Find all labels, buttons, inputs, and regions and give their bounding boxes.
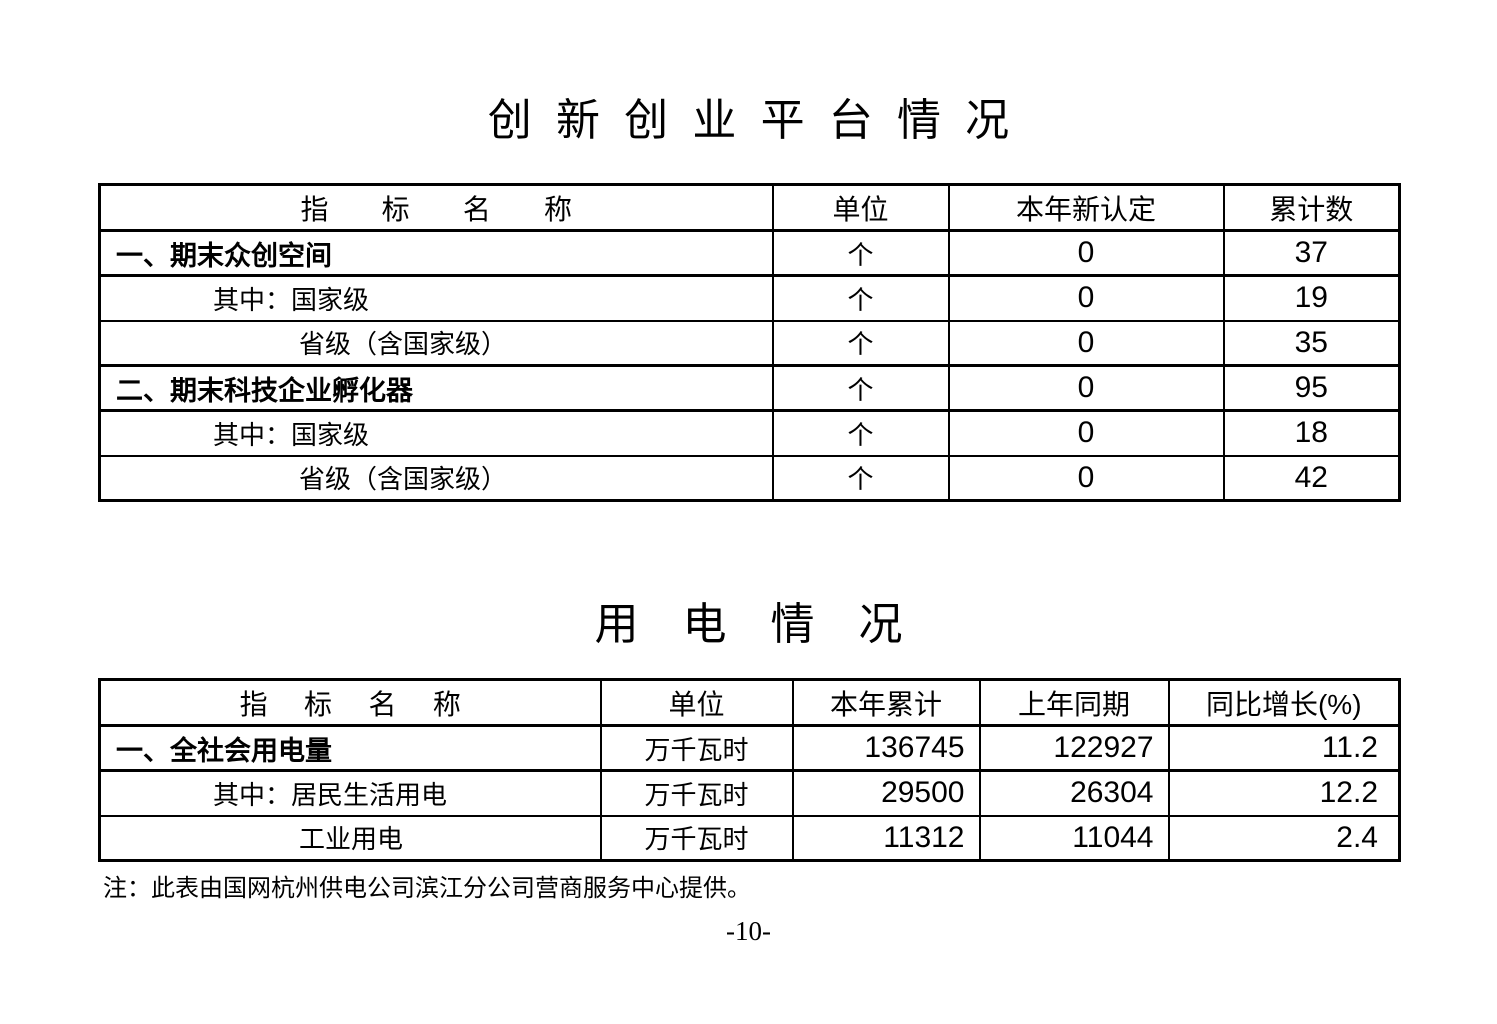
row-unit: 个 (771, 275, 950, 322)
row-label: 一、全社会用电量 (98, 725, 602, 772)
table1-row-incubator: 二、期末科技企业孵化器 个 0 95 (98, 365, 1401, 412)
row-unit: 个 (771, 365, 950, 412)
row-label: 其中：国家级 (98, 410, 774, 457)
electricity-usage-table: 指标名称 单位 本年累计 上年同期 同比增长(%) 一、全社会用电量 万千瓦时 … (98, 678, 1401, 862)
row-growth-value: 2.4 (1167, 815, 1401, 861)
row-current-value: 11312 (791, 815, 981, 861)
row-unit: 个 (771, 230, 950, 277)
table2-col-indicator: 指标名称 (98, 679, 602, 727)
row-cumulative-value: 37 (1222, 230, 1401, 277)
table2-row-industrial: 工业用电 万千瓦时 11312 11044 2.4 (98, 815, 1401, 861)
row-previous-value: 11044 (978, 815, 1170, 861)
row-unit: 个 (771, 455, 950, 501)
source-note: 注：此表由国网杭州供电公司滨江分公司营商服务中心提供。 (103, 876, 751, 902)
row-cumulative-value: 95 (1222, 365, 1401, 412)
row-growth-value: 12.2 (1167, 770, 1401, 817)
table2-col-current: 本年累计 (791, 679, 981, 727)
innovation-platform-title: 创新创业平台情况 (487, 96, 1034, 145)
innovation-platform-table: 指标名称 单位 本年新认定 累计数 一、期末众创空间 个 0 37 其中：国家级… (98, 183, 1401, 502)
row-label: 一、期末众创空间 (98, 230, 774, 277)
table1-col-unit: 单位 (771, 184, 950, 232)
row-label: 省级（含国家级） (98, 320, 774, 367)
table1-row-incubator-provincial: 省级（含国家级） 个 0 42 (98, 455, 1401, 501)
row-label: 其中：国家级 (98, 275, 774, 322)
row-cumulative-value: 35 (1222, 320, 1401, 367)
row-unit: 万千瓦时 (599, 815, 794, 861)
row-growth-value: 11.2 (1167, 725, 1401, 772)
row-unit: 万千瓦时 (599, 770, 794, 817)
row-unit: 万千瓦时 (599, 725, 794, 772)
row-new-value: 0 (947, 275, 1225, 322)
row-cumulative-value: 19 (1222, 275, 1401, 322)
table1-header-row: 指标名称 单位 本年新认定 累计数 (98, 184, 1401, 232)
table1-col-cumulative: 累计数 (1222, 184, 1401, 232)
row-label: 二、期末科技企业孵化器 (98, 365, 774, 412)
table2-row-residential: 其中：居民生活用电 万千瓦时 29500 26304 12.2 (98, 770, 1401, 817)
row-cumulative-value: 18 (1222, 410, 1401, 457)
row-current-value: 136745 (791, 725, 981, 772)
row-label: 其中：居民生活用电 (98, 770, 602, 817)
table1-row-makerspace: 一、期末众创空间 个 0 37 (98, 230, 1401, 277)
row-cumulative-value: 42 (1222, 455, 1401, 501)
row-previous-value: 122927 (978, 725, 1170, 772)
row-label: 工业用电 (98, 815, 602, 861)
table1-col-indicator: 指标名称 (98, 184, 774, 232)
row-new-value: 0 (947, 410, 1225, 457)
table2-col-previous: 上年同期 (978, 679, 1170, 727)
row-label: 省级（含国家级） (98, 455, 774, 501)
table1-row-incubator-national: 其中：国家级 个 0 18 (98, 410, 1401, 457)
table2-col-growth: 同比增长(%) (1167, 679, 1401, 727)
page-number: -10- (726, 916, 771, 946)
row-previous-value: 26304 (978, 770, 1170, 817)
table2-header-row: 指标名称 单位 本年累计 上年同期 同比增长(%) (98, 679, 1401, 727)
electricity-usage-title: 用电情况 (594, 600, 947, 649)
table1-row-makerspace-provincial: 省级（含国家级） 个 0 35 (98, 320, 1401, 367)
row-unit: 个 (771, 410, 950, 457)
row-new-value: 0 (947, 230, 1225, 277)
row-new-value: 0 (947, 365, 1225, 412)
table1-row-makerspace-national: 其中：国家级 个 0 19 (98, 275, 1401, 322)
table2-row-total-consumption: 一、全社会用电量 万千瓦时 136745 122927 11.2 (98, 725, 1401, 772)
row-current-value: 29500 (791, 770, 981, 817)
table2-col-unit: 单位 (599, 679, 794, 727)
table1-col-new: 本年新认定 (947, 184, 1225, 232)
row-new-value: 0 (947, 455, 1225, 501)
row-new-value: 0 (947, 320, 1225, 367)
row-unit: 个 (771, 320, 950, 367)
